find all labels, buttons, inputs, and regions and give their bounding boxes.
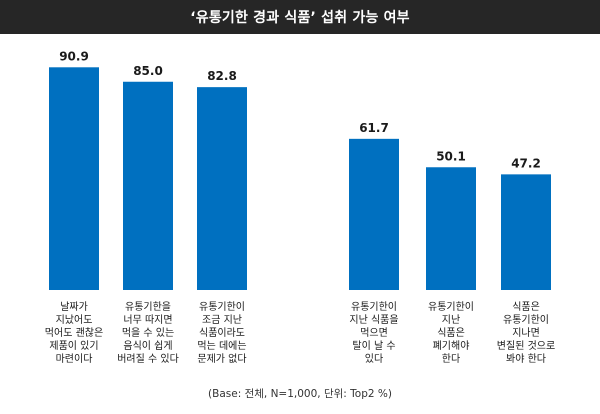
data-label-5: 50.1 (436, 149, 466, 163)
bar-2 (123, 81, 173, 290)
data-label-2: 85.0 (133, 64, 163, 78)
category-label-2: 유통기한을 너무 따지면 먹을 수 있는 음식이 쉽게 버려질 수 있다 (117, 301, 179, 365)
data-label-1: 90.9 (59, 49, 89, 63)
category-label-6: 식품은 유통기한이 지나면 변질된 것으로 봐야 한다 (497, 301, 555, 365)
data-label-6: 47.2 (511, 156, 541, 170)
chart-footnote: (Base: 전체, N=1,000, 단위: Top2 %) (208, 388, 392, 400)
chart-title: ‘유통기한 경과 식품’ 섭취 가능 여부 (190, 10, 410, 26)
bar-5 (426, 167, 476, 290)
category-label-3: 유통기한이 조금 지난 식품이라도 먹는 데에는 문제가 없다 (197, 301, 246, 365)
category-label-5: 유통기한이 지난 식품은 폐기해야 한다 (428, 301, 474, 365)
bar-1 (49, 67, 99, 290)
bar-3 (197, 87, 247, 290)
category-label-1: 날짜가 지났어도 먹어도 괜찮은 제품이 있기 마련이다 (45, 301, 103, 365)
data-label-4: 61.7 (359, 121, 389, 135)
category-label-4: 유통기한이 지난 식품을 먹으면 탈이 날 수 있다 (349, 301, 398, 365)
bar-6 (501, 174, 551, 290)
chart-title-bar: ‘유통기한 경과 식품’ 섭취 가능 여부 (0, 0, 600, 34)
bar-4 (349, 138, 399, 290)
data-label-3: 82.8 (207, 69, 237, 83)
